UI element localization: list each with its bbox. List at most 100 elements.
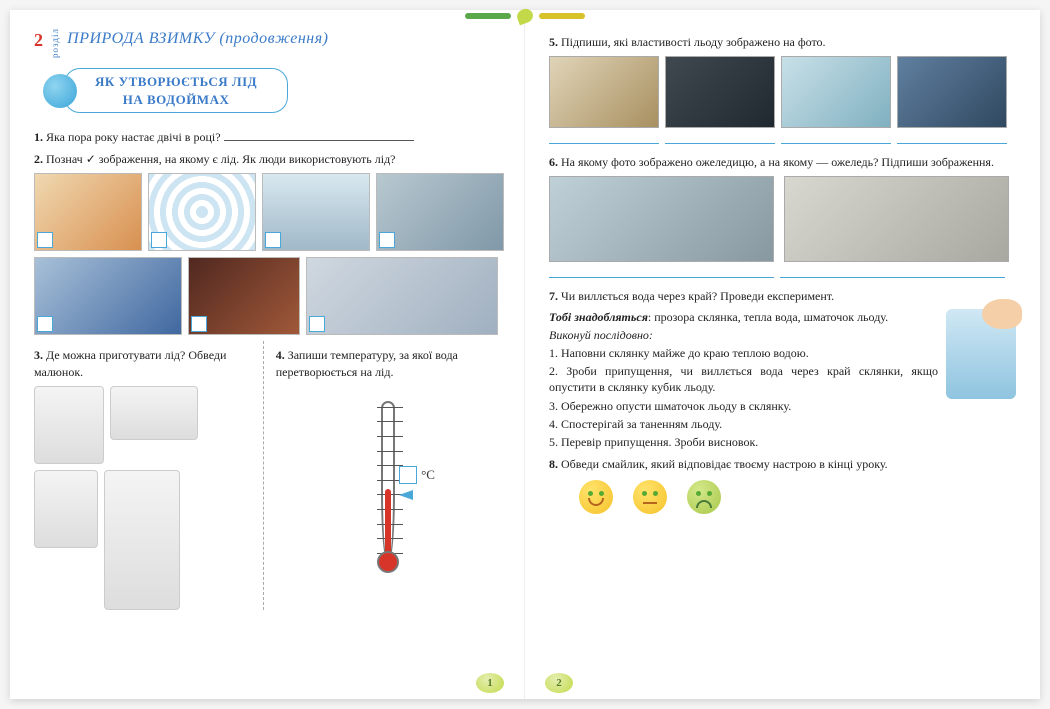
q7-number: 7. xyxy=(549,289,558,303)
section-header: 2 розділ ПРИРОДА ВЗИМКУ (продовження) xyxy=(34,28,500,58)
appliance-stove[interactable] xyxy=(34,386,104,464)
q2-image-iced-drink xyxy=(188,257,300,335)
experiment-glass-icon xyxy=(946,309,1016,399)
question-2: 2. Познач ✓ зображення, на якому є лід. … xyxy=(34,151,500,167)
q5-answer-line[interactable] xyxy=(781,134,891,144)
q2-image-ice-on-lake xyxy=(376,173,504,251)
q2-image-snowman xyxy=(34,173,142,251)
image-placeholder xyxy=(306,257,498,335)
section-word: розділ xyxy=(49,28,61,58)
appliance-washing-machine[interactable] xyxy=(34,470,98,548)
thermometer-body xyxy=(381,401,395,561)
experiment-block: Тобі знадобляться: прозора склянка, тепл… xyxy=(549,309,1016,451)
q2-image-ice-pack xyxy=(34,257,182,335)
temperature-input-box[interactable] xyxy=(399,466,417,484)
q2-checkbox[interactable] xyxy=(151,232,167,248)
q5-image-broken-bottle-ice xyxy=(549,56,659,128)
question-1: 1. Яка пора року настає двічі в році? xyxy=(34,129,500,145)
page-spread: 2 розділ ПРИРОДА ВЗИМКУ (продовження) ЯК… xyxy=(10,10,1040,699)
q6-image-iced-branches xyxy=(549,176,774,262)
q2-checkbox[interactable] xyxy=(265,232,281,248)
q5-image-glass-ice-water xyxy=(781,56,891,128)
q5-answer-line[interactable] xyxy=(549,134,659,144)
q1-number: 1. xyxy=(34,130,43,144)
q5-image-corkscrew-ice xyxy=(665,56,775,128)
q2-checkbox[interactable] xyxy=(37,232,53,248)
q2-checkbox[interactable] xyxy=(37,316,53,332)
q5-image-object-in-ice xyxy=(897,56,1007,128)
q6-image-icy-road-person xyxy=(784,176,1009,262)
page-number-left: 1 xyxy=(476,673,504,693)
q4-text: Запиши температуру, за якої вода перетво… xyxy=(276,348,458,378)
section-number: 2 xyxy=(34,28,43,52)
q2-image-row-1 xyxy=(34,173,500,251)
q2-image-icicles xyxy=(262,173,370,251)
q6-image-row xyxy=(549,176,1016,262)
thermometer-fill xyxy=(385,489,391,559)
page-right: 5. Підпиши, які властивості льоду зображ… xyxy=(525,10,1040,699)
question-3: 3. Де можна приготувати лід? Обведи малю… xyxy=(34,341,253,609)
q5-answer-line[interactable] xyxy=(665,134,775,144)
question-6: 6. На якому фото зображено ожеледицю, а … xyxy=(549,154,1016,170)
q6-answer-line[interactable] xyxy=(549,268,774,278)
q2-checkbox[interactable] xyxy=(191,316,207,332)
q2-text: Познач ✓ зображення, на якому є лід. Як … xyxy=(46,152,396,166)
q4-number: 4. xyxy=(276,348,285,362)
q2-checkbox[interactable] xyxy=(379,232,395,248)
q3-appliances xyxy=(34,386,253,610)
question-8: 8. Обведи смайлик, який відповідає твоєм… xyxy=(549,456,1016,472)
q7-need-text: : прозора склянка, тепла вода, шматочок … xyxy=(648,310,888,324)
q2-number: 2. xyxy=(34,152,43,166)
q3-number: 3. xyxy=(34,348,43,362)
question-7: 7. Чи виллється вода через край? Проведи… xyxy=(549,288,1016,304)
image-placeholder xyxy=(376,173,504,251)
topic-line-2: НА ВОДОЙМАХ xyxy=(95,91,257,109)
q5-answer-line[interactable] xyxy=(897,134,1007,144)
smiley-happy[interactable] xyxy=(579,480,613,514)
q7-step-4: 4. Спостерігай за таненням льоду. xyxy=(549,416,1016,432)
q7-step-3: 3. Обережно опусти шматочок льоду в скля… xyxy=(549,398,1016,414)
smiley-neutral[interactable] xyxy=(633,480,667,514)
hand-icon xyxy=(982,299,1022,329)
q7-text: Чи виллється вода через край? Проведи ек… xyxy=(561,289,834,303)
q1-answer-line[interactable] xyxy=(224,129,414,141)
topic-circle-icon xyxy=(43,74,77,108)
q2-image-snowflakes xyxy=(148,173,256,251)
thermometer-bulb xyxy=(377,551,399,573)
temperature-input-row: °C xyxy=(399,466,435,484)
q2-image-ice-skating xyxy=(306,257,498,335)
image-placeholder xyxy=(34,257,182,335)
q3-q4-columns: 3. Де можна приготувати лід? Обведи малю… xyxy=(34,341,500,609)
page-number-right: 2 xyxy=(545,673,573,693)
q6-answer-lines xyxy=(549,268,1016,278)
q6-answer-line[interactable] xyxy=(780,268,1005,278)
q8-text: Обведи смайлик, який відповідає твоєму н… xyxy=(561,457,888,471)
q7-need-label: Тобі знадобляться xyxy=(549,310,648,324)
smiley-sad[interactable] xyxy=(687,480,721,514)
q2-image-row-2 xyxy=(34,257,500,335)
q5-answer-lines xyxy=(549,134,1016,144)
q5-image-row xyxy=(549,56,1016,128)
appliance-microwave[interactable] xyxy=(110,386,198,440)
q1-text: Яка пора року настає двічі в році? xyxy=(46,130,221,144)
thermometer: °C xyxy=(276,386,500,576)
chapter-title: ПРИРОДА ВЗИМКУ (продовження) xyxy=(67,28,328,50)
q5-number: 5. xyxy=(549,35,558,49)
pencil-right-icon xyxy=(539,13,585,19)
question-4: 4. Запиши температуру, за якої вода пере… xyxy=(263,341,500,609)
q7-step-5: 5. Перевір припущення. Зроби висновок. xyxy=(549,434,1016,450)
q8-number: 8. xyxy=(549,457,558,471)
temperature-arrow-icon xyxy=(399,490,413,500)
appliance-fridge[interactable] xyxy=(104,470,180,610)
binding-decoration xyxy=(465,6,585,26)
q8-smileys xyxy=(579,480,1016,514)
topic-line-1: ЯК УТВОРЮЄТЬСЯ ЛІД xyxy=(95,73,257,91)
pencil-left-icon xyxy=(465,13,511,19)
q3-text: Де можна приготувати лід? Обведи малюнок… xyxy=(34,348,226,378)
question-5: 5. Підпиши, які властивості льоду зображ… xyxy=(549,34,1016,50)
q2-checkbox[interactable] xyxy=(309,316,325,332)
q5-text: Підпиши, які властивості льоду зображено… xyxy=(561,35,826,49)
page-left: 2 розділ ПРИРОДА ВЗИМКУ (продовження) ЯК… xyxy=(10,10,525,699)
temperature-unit: °C xyxy=(421,466,435,484)
q6-number: 6. xyxy=(549,155,558,169)
